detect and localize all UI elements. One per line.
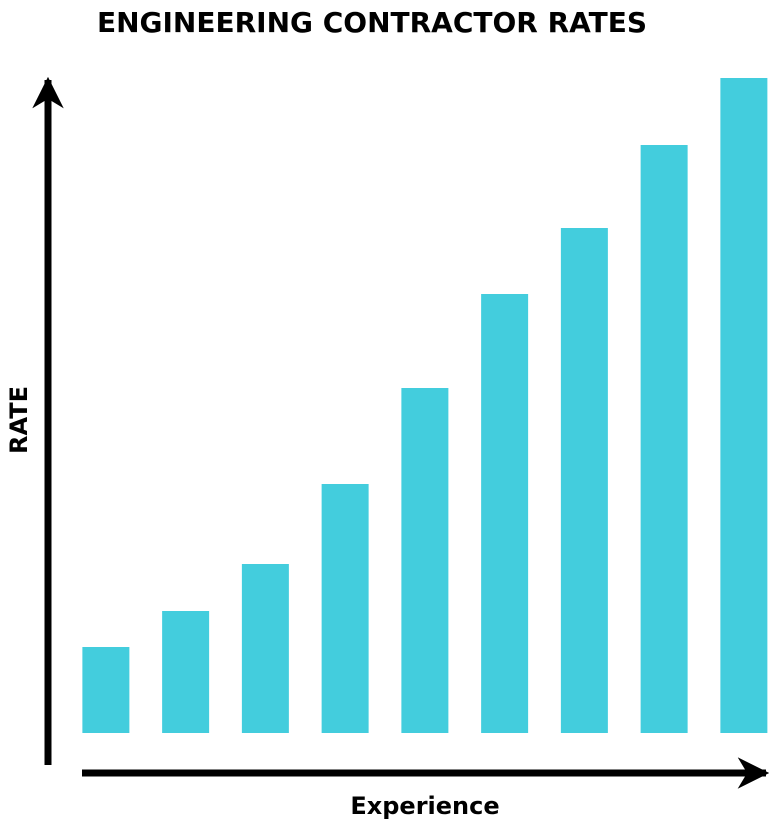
bar [560, 228, 608, 733]
y-axis-label: RATE [5, 386, 33, 454]
bar [481, 294, 529, 733]
bar [162, 611, 210, 733]
chart-title: ENGINEERING CONTRACTOR RATES [97, 6, 647, 39]
bar [640, 145, 688, 733]
bar [241, 564, 289, 733]
x-axis-label: Experience [350, 792, 499, 820]
bar [82, 647, 130, 733]
bar [321, 484, 369, 733]
bar [720, 78, 768, 733]
bar [401, 388, 449, 733]
